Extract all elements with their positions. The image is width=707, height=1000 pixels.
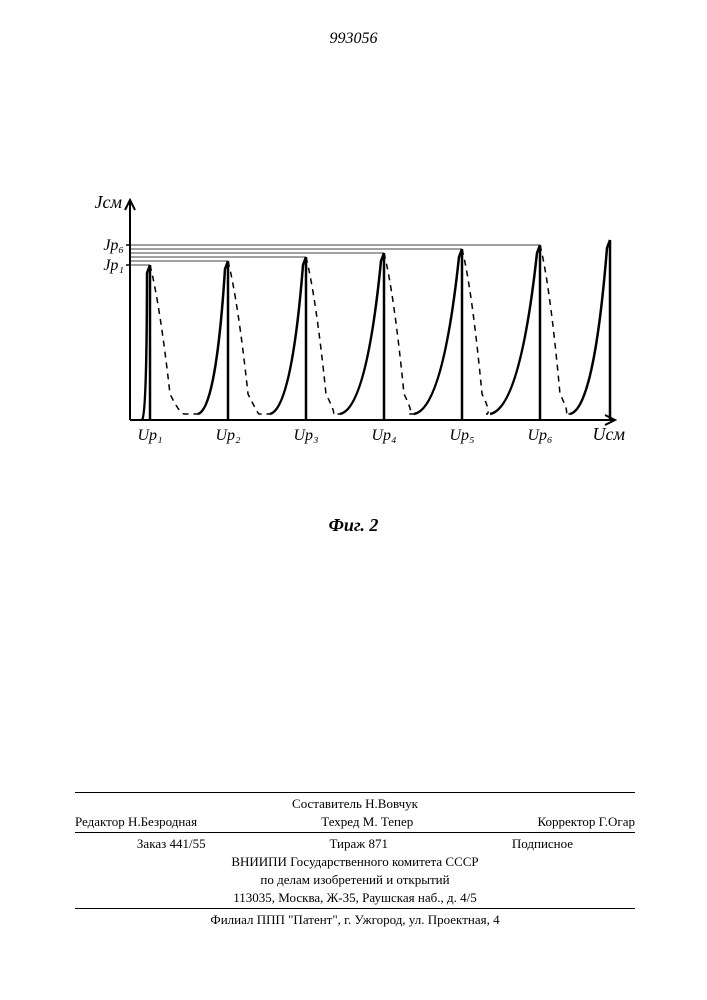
svg-text:Jр₁: Jр₁ (103, 257, 124, 274)
svg-text:Uр₆: Uр₆ (527, 427, 552, 444)
footer-branch: Филиал ППП "Патент", г. Ужгород, ул. Про… (75, 912, 635, 928)
footer-divider (75, 908, 635, 909)
chart-caption: Фиг. 2 (0, 515, 707, 536)
footer-divider (75, 832, 635, 833)
chart-svg: Jсм Uсм Jр₆ Jр₁ Uр₁ Uр₂ Uр₃ Uр₄ Uр₅ Uр₆ (80, 190, 625, 490)
svg-text:Uр₃: Uр₃ (293, 427, 318, 444)
footer-org2: по делам изобретений и открытий (75, 872, 635, 888)
footer-block: Составитель Н.Вовчук Редактор Н.Безродна… (75, 792, 635, 930)
svg-text:Jр₆: Jр₆ (103, 237, 124, 254)
footer-address1: 113035, Москва, Ж-35, Раушская наб., д. … (75, 890, 635, 906)
page-number: 993056 (0, 30, 707, 48)
svg-text:Uр₁: Uр₁ (137, 427, 162, 444)
footer-techred: Техред М. Тепер (321, 814, 413, 830)
svg-text:Uр₂: Uр₂ (215, 427, 241, 444)
footer-editor: Редактор Н.Безродная (75, 814, 197, 830)
svg-text:Uсм: Uсм (593, 424, 625, 444)
footer-subscription: Подписное (512, 836, 573, 852)
footer-composer: Составитель Н.Вовчук (75, 796, 635, 812)
footer-tirage: Тираж 871 (329, 836, 388, 852)
svg-text:Uр₅: Uр₅ (449, 427, 474, 444)
svg-text:Uр₄: Uр₄ (371, 427, 396, 444)
footer-editor-row: Редактор Н.Безродная Техред М. Тепер Кор… (75, 814, 635, 830)
footer-divider (75, 792, 635, 793)
footer-corrector: Корректор Г.Огар (537, 814, 635, 830)
chart: Jсм Uсм Jр₆ Jр₁ Uр₁ Uр₂ Uр₃ Uр₄ Uр₅ Uр₆ (80, 190, 625, 490)
footer-order-row: Заказ 441/55 Тираж 871 Подписное (75, 836, 635, 852)
footer-org1: ВНИИПИ Государственного комитета СССР (75, 854, 635, 870)
svg-text:Jсм: Jсм (95, 192, 123, 212)
footer-order: Заказ 441/55 (137, 836, 206, 852)
